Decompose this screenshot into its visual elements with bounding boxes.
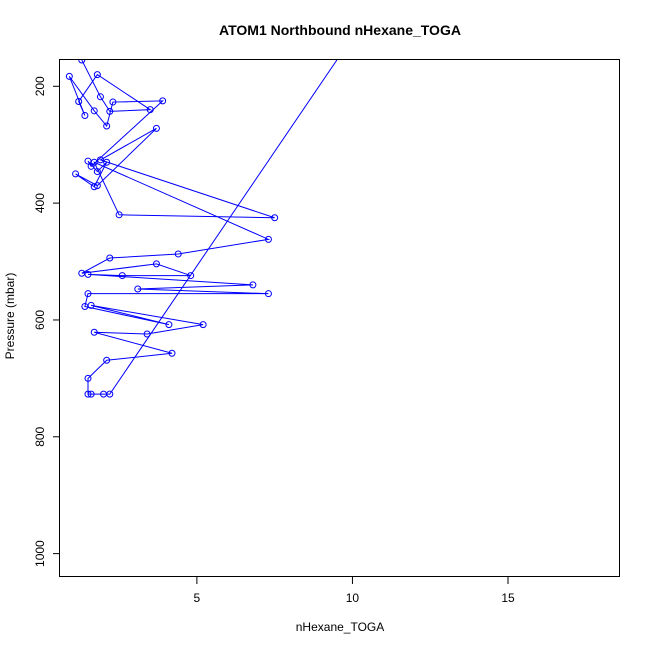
x-axis-label: nHexane_TOGA [296, 620, 385, 634]
data-point [93, 168, 101, 176]
data-point [115, 211, 123, 219]
data-point [84, 270, 92, 278]
x-axis: 5 10 15 [194, 577, 515, 605]
data-point [65, 72, 73, 80]
data-point [106, 254, 114, 262]
data-point [264, 290, 272, 298]
data-point [93, 71, 101, 79]
data-point [152, 124, 160, 132]
data-point [81, 111, 89, 119]
chart-title: ATOM1 Northbound nHexane_TOGA [219, 22, 461, 38]
data-point [96, 93, 104, 101]
y-tick-label: 1000 [33, 540, 47, 567]
data-point [174, 250, 182, 258]
data-point [93, 182, 101, 190]
data-point [271, 214, 279, 222]
data-point [103, 356, 111, 364]
data-point [78, 60, 86, 64]
data-point [90, 183, 98, 191]
data-point [72, 170, 80, 178]
plot-frame [59, 59, 620, 577]
y-tick-label: 800 [33, 426, 47, 446]
x-tick-label: 5 [194, 591, 201, 605]
data-point [106, 390, 114, 398]
data-point [84, 374, 92, 382]
plot-area [59, 59, 620, 577]
data-point [152, 260, 160, 268]
data-point [165, 321, 173, 329]
y-axis: 200 400 600 800 1000 [33, 76, 60, 567]
data-point [84, 390, 92, 398]
data-point [90, 107, 98, 115]
data-point [75, 97, 83, 105]
y-axis-label: Pressure (mbar) [3, 273, 17, 360]
data-point [187, 272, 195, 280]
data-point [168, 349, 176, 357]
data-point [118, 272, 126, 280]
data-point [146, 106, 154, 114]
data-point [159, 97, 167, 105]
data-point [87, 390, 95, 398]
data-point [134, 285, 142, 293]
data-point [103, 158, 111, 166]
series-group [65, 60, 338, 398]
data-point [109, 98, 117, 106]
x-tick-label: 15 [501, 591, 515, 605]
y-tick-label: 600 [33, 310, 47, 330]
series-line [68, 60, 338, 395]
data-point [103, 122, 111, 130]
data-point [199, 321, 207, 329]
data-point [106, 107, 114, 115]
data-point [90, 328, 98, 336]
y-tick-label: 200 [33, 76, 47, 96]
y-tick-label: 400 [33, 193, 47, 213]
data-point [249, 281, 257, 289]
data-point [96, 156, 104, 164]
data-point [264, 235, 272, 243]
data-point [84, 290, 92, 298]
x-tick-label: 10 [346, 591, 360, 605]
data-point [90, 158, 98, 166]
data-point [143, 330, 151, 338]
data-point [87, 301, 95, 309]
